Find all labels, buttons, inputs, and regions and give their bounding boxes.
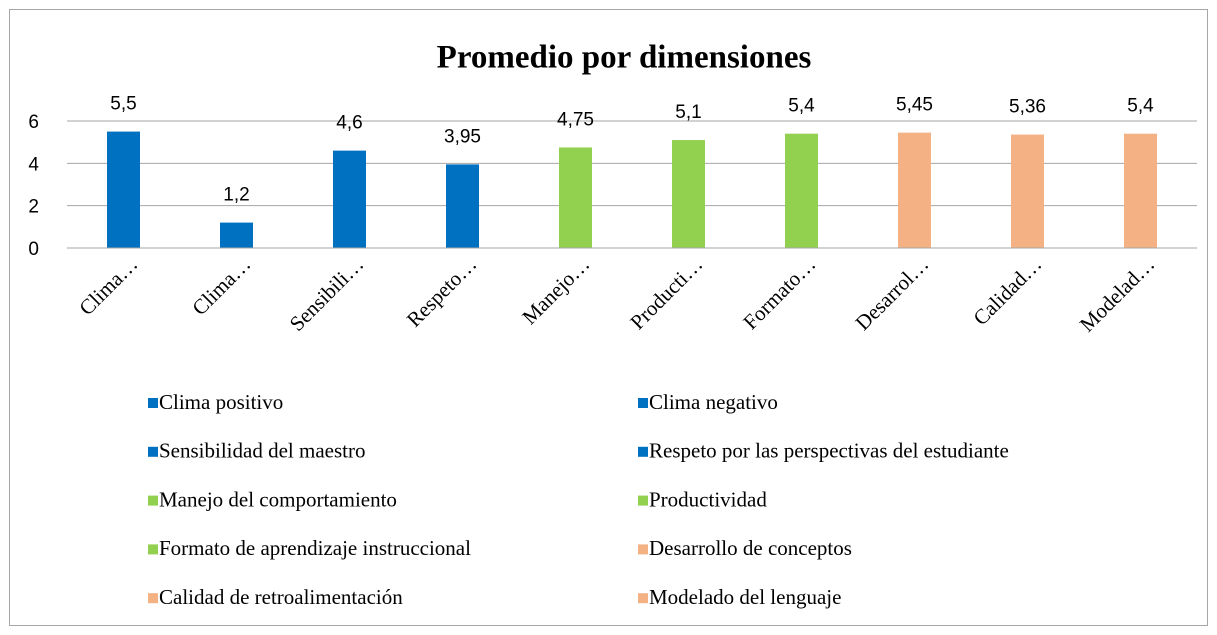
data-label: 5,1 — [675, 102, 701, 123]
legend-swatch — [148, 593, 158, 604]
legend-label: Clima negativo — [649, 390, 778, 414]
data-label: 1,2 — [223, 185, 249, 206]
y-tick-label: 4 — [28, 154, 39, 175]
y-tick-label: 6 — [28, 112, 39, 133]
data-label: 5,45 — [896, 95, 933, 116]
legend-swatch — [148, 495, 158, 506]
legend-label: Calidad de retroalimentación — [159, 585, 403, 609]
legend-swatch — [638, 544, 648, 555]
y-tick-label: 2 — [28, 197, 39, 218]
bar — [107, 131, 140, 248]
y-tick-label: 0 — [28, 239, 39, 260]
legend-swatch — [638, 593, 648, 604]
legend-swatch — [638, 398, 648, 408]
legend-swatch — [638, 446, 648, 457]
legend-label: Formato de aprendizaje instruccional — [159, 536, 471, 560]
bar — [559, 147, 592, 248]
bar — [898, 132, 931, 248]
data-label: 5,5 — [110, 94, 136, 115]
bar — [220, 222, 253, 248]
legend-label: Clima positivo — [159, 390, 283, 414]
data-label: 5,36 — [1009, 97, 1046, 118]
legend-swatch — [638, 495, 648, 506]
data-label: 5,4 — [788, 96, 815, 117]
legend-label: Desarrollo de conceptos — [649, 536, 852, 560]
legend-label: Manejo del comportamiento — [159, 487, 397, 511]
legend-swatch — [148, 544, 158, 555]
legend-label: Productividad — [649, 487, 767, 511]
data-label: 3,95 — [444, 126, 481, 147]
chart-frame — [9, 9, 1208, 626]
bar — [672, 140, 705, 248]
data-label: 5,4 — [1127, 96, 1154, 117]
bar — [333, 150, 366, 248]
data-label: 4,6 — [336, 113, 362, 134]
legend-swatch — [148, 398, 158, 408]
legend-label: Respeto por las perspectivas del estudia… — [649, 439, 1009, 463]
legend-swatch — [148, 446, 158, 457]
legend-label: Sensibilidad del maestro — [159, 439, 365, 463]
data-label: 4,75 — [557, 109, 594, 130]
bar — [1011, 134, 1044, 248]
bar — [1124, 133, 1157, 248]
bar — [446, 164, 479, 248]
legend-label: Modelado del lenguaje — [649, 585, 841, 609]
chart-title: Promedio por dimensiones — [437, 40, 812, 76]
bar — [785, 133, 818, 248]
